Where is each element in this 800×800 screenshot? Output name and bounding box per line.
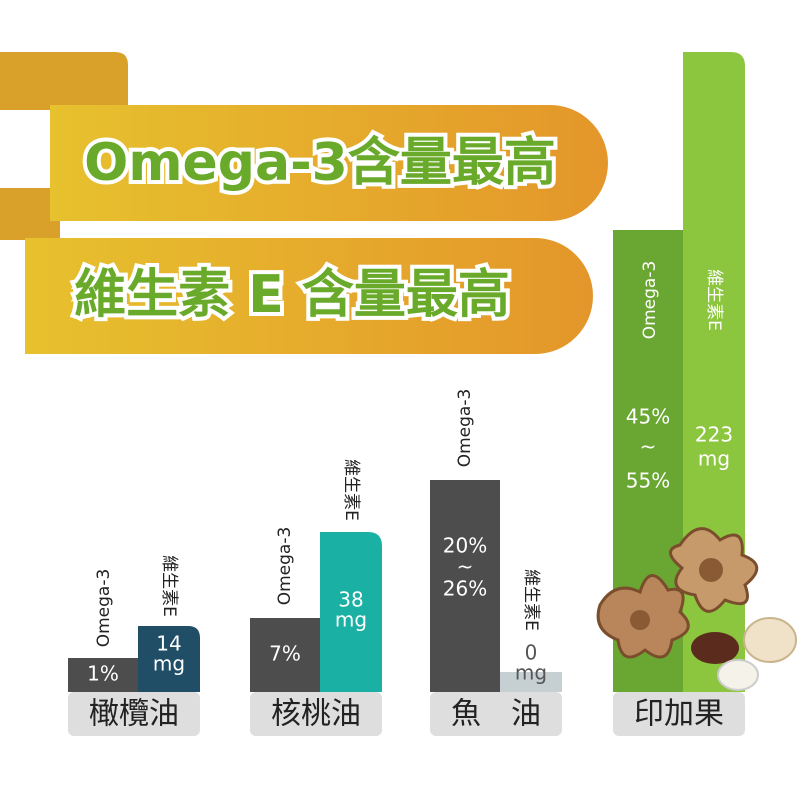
- ribbon: [25, 238, 593, 354]
- value: 26%: [443, 577, 487, 601]
- series-label: Omega-3: [455, 389, 475, 468]
- value: 0: [525, 641, 538, 665]
- vitamin-e-bar: [320, 532, 382, 692]
- omega3-bar: [250, 618, 320, 692]
- value: 223: [695, 423, 733, 447]
- series-label: Omega-3: [94, 569, 114, 648]
- omega3-bar: [68, 658, 138, 692]
- omega3-bar: [430, 480, 500, 692]
- group-name: 橄欖油: [89, 697, 179, 732]
- ribbon-fold: [0, 52, 128, 110]
- vitamin-e-bar: [138, 626, 200, 692]
- label-box: [250, 692, 382, 736]
- label-box: [68, 692, 200, 736]
- value: mg: [335, 608, 367, 632]
- banner-text: Omega-3含量最高: [84, 133, 556, 193]
- value: 14: [156, 632, 181, 656]
- nuts-illustration: [596, 527, 797, 691]
- vitamin-e-bar: [500, 672, 562, 692]
- value: 38: [338, 588, 363, 612]
- series-label: Omega-3: [640, 261, 660, 340]
- value: 45%: [626, 405, 670, 429]
- series-label: 維生素E: [341, 459, 361, 521]
- group-name: 魚 油: [451, 697, 541, 732]
- label-box: [613, 692, 745, 736]
- group-name: 核桃油: [271, 697, 361, 732]
- ribbon-fold: [0, 188, 60, 240]
- value: mg: [153, 652, 185, 676]
- series-label: Omega-3: [275, 527, 295, 606]
- value: mg: [515, 661, 547, 685]
- group-name: 印加果: [634, 697, 724, 732]
- value: mg: [698, 447, 730, 471]
- series-label: 維生素E: [704, 269, 724, 331]
- ribbon: [50, 105, 608, 221]
- value: 1%: [87, 662, 119, 686]
- series-label: 維生素E: [159, 555, 179, 617]
- label-box: [430, 692, 562, 736]
- series-label: 維生素E: [521, 569, 541, 631]
- banner-text: 維生素 E 含量最高: [74, 265, 510, 325]
- value: 7%: [269, 642, 301, 666]
- value: ~: [640, 435, 657, 459]
- value: 20%: [443, 534, 487, 558]
- value: ~: [457, 555, 474, 579]
- value: 55%: [626, 469, 670, 493]
